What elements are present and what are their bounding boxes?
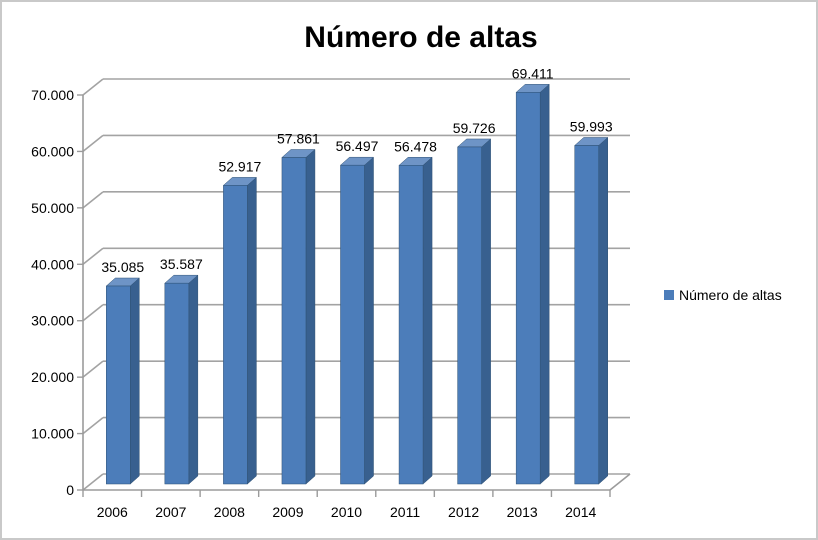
bar-side-face bbox=[422, 156, 433, 485]
data-label: 52.917 bbox=[218, 158, 261, 174]
bar-2009 bbox=[281, 148, 316, 485]
bar-front-face bbox=[106, 285, 131, 485]
x-axis-label: 2010 bbox=[331, 504, 362, 520]
axis-line bbox=[609, 473, 631, 491]
x-axis-label: 2008 bbox=[214, 504, 245, 520]
gridline-depth-connector bbox=[82, 360, 104, 378]
x-axis-label: 2007 bbox=[155, 504, 186, 520]
bar-side-face bbox=[598, 136, 608, 485]
gridline-depth-connector bbox=[82, 191, 104, 209]
gridline-depth-connector bbox=[82, 304, 104, 322]
data-label: 56.478 bbox=[394, 138, 437, 154]
bar-side-face bbox=[305, 148, 316, 485]
y-axis-label: 20.000 bbox=[31, 369, 74, 385]
y-axis-label: 50.000 bbox=[31, 200, 74, 216]
gridline-depth-connector bbox=[82, 416, 104, 435]
x-axis-label: 2006 bbox=[97, 504, 128, 520]
bar-2013 bbox=[515, 83, 550, 485]
legend-label: Número de altas bbox=[679, 287, 782, 303]
y-axis-label: 60.000 bbox=[31, 143, 74, 159]
data-label: 57.861 bbox=[277, 130, 320, 146]
data-label: 56.497 bbox=[336, 138, 379, 154]
bar-front-face bbox=[281, 157, 307, 485]
bar-2006 bbox=[105, 277, 140, 485]
bar-front-face bbox=[457, 146, 482, 485]
gridline-depth-connector bbox=[82, 473, 104, 491]
bar-2010 bbox=[339, 156, 375, 485]
data-label: 59.726 bbox=[453, 120, 496, 136]
bar-side-face bbox=[364, 156, 374, 485]
chart-title: Número de altas bbox=[304, 21, 537, 54]
bar-side-face bbox=[130, 277, 140, 485]
bar-front-face bbox=[574, 145, 599, 485]
data-label: 35.085 bbox=[101, 259, 144, 275]
bar-side-face bbox=[247, 176, 257, 485]
bar-front-face bbox=[223, 185, 248, 485]
x-axis-label: 2013 bbox=[507, 504, 538, 520]
bar-front-face bbox=[164, 282, 190, 485]
data-label: 59.993 bbox=[570, 118, 613, 134]
bar-2012 bbox=[456, 138, 492, 485]
x-axis-label: 2011 bbox=[390, 504, 420, 520]
bar-side-face bbox=[188, 274, 199, 485]
x-axis-label: 2012 bbox=[448, 504, 479, 520]
bar-front-face bbox=[340, 164, 365, 485]
bar-2007 bbox=[164, 274, 199, 485]
y-axis-label: 0 bbox=[66, 482, 74, 498]
y-axis-label: 10.000 bbox=[31, 426, 74, 442]
bar-front-face bbox=[398, 165, 424, 485]
gridline-depth-connector bbox=[82, 247, 104, 265]
bar-2008 bbox=[222, 176, 258, 485]
x-axis-label: 2009 bbox=[272, 504, 303, 520]
bar-front-face bbox=[515, 92, 541, 485]
y-axis-label: 40.000 bbox=[31, 256, 74, 272]
plot-area: 0 10.000 20.000 30.000 40.000 50.000 60.000 70.… bbox=[31, 65, 631, 520]
x-axis-label: 2014 bbox=[565, 504, 596, 520]
bar-2014 bbox=[574, 136, 609, 485]
legend: Número de altas bbox=[664, 287, 782, 303]
data-label: 69.411 bbox=[512, 65, 554, 81]
legend-swatch bbox=[664, 290, 674, 300]
y-axis-label: 30.000 bbox=[31, 313, 74, 329]
gridline-depth-connector bbox=[82, 134, 104, 153]
gridline-depth-connector bbox=[82, 78, 104, 96]
data-label: 35.587 bbox=[160, 256, 203, 272]
bar-side-face bbox=[481, 138, 491, 485]
y-axis-label: 70.000 bbox=[31, 87, 74, 103]
bar-side-face bbox=[539, 83, 550, 485]
bar-2011 bbox=[398, 156, 433, 485]
